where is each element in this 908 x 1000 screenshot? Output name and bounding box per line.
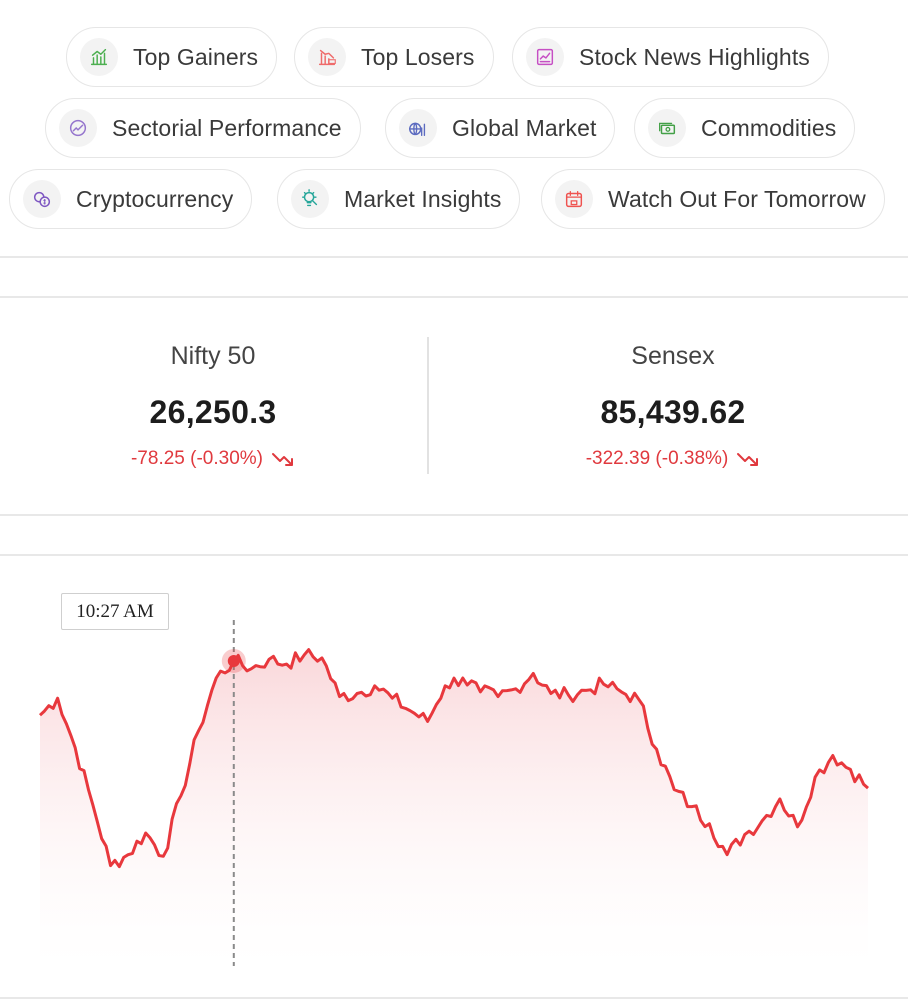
money-stack-icon xyxy=(648,109,686,147)
divider xyxy=(0,514,908,516)
chip-label: Top Losers xyxy=(361,43,475,70)
trend-down-icon xyxy=(737,453,759,466)
chip-label: Commodities xyxy=(701,114,837,141)
index-card-nifty[interactable]: Nifty 50 26,250.3 -78.25 (-0.30%) xyxy=(0,338,426,470)
chip-label: Stock News Highlights xyxy=(579,43,810,70)
divider xyxy=(0,296,908,298)
chip-label: Sectorial Performance xyxy=(112,114,342,141)
bulb-search-icon xyxy=(291,180,329,218)
tooltip-time: 10:27 AM xyxy=(76,600,154,622)
sector-gauge-icon xyxy=(59,109,97,147)
divider xyxy=(0,256,908,258)
index-change-text: -322.39 (-0.38%) xyxy=(585,448,729,469)
chip-commodities[interactable]: Commodities xyxy=(634,98,856,158)
index-change: -78.25 (-0.30%) xyxy=(131,448,295,470)
chip-insights[interactable]: Market Insights xyxy=(277,169,521,229)
chip-top-losers[interactable]: Top Losers xyxy=(294,27,494,87)
chip-global-market[interactable]: Global Market xyxy=(385,98,616,158)
chip-stock-news[interactable]: Stock News Highlights xyxy=(512,27,829,87)
chip-watch-out[interactable]: Watch Out For Tomorrow xyxy=(541,169,885,229)
index-value: 26,250.3 xyxy=(149,394,277,430)
chart-area-fill xyxy=(40,649,868,966)
intraday-chart[interactable] xyxy=(0,556,908,976)
newspaper-icon xyxy=(526,38,564,76)
index-value: 85,439.62 xyxy=(600,394,746,430)
index-name: Nifty 50 xyxy=(170,342,256,370)
chip-label: Watch Out For Tomorrow xyxy=(608,185,866,212)
calendar-icon xyxy=(555,180,593,218)
chart-tooltip: 10:27 AM xyxy=(61,593,169,630)
index-change-text: -78.25 (-0.30%) xyxy=(130,448,263,469)
chip-label: Market Insights xyxy=(344,185,502,212)
chart-point-marker[interactable] xyxy=(227,654,240,667)
loss-chart-icon xyxy=(308,38,346,76)
index-separator xyxy=(427,337,429,474)
chart-series-line xyxy=(38,648,869,869)
chip-label: Cryptocurrency xyxy=(76,185,234,212)
chip-top-gainers[interactable]: Top Gainers xyxy=(66,27,278,87)
chip-crypto[interactable]: Cryptocurrency xyxy=(9,169,253,229)
index-change: -322.39 (-0.38%) xyxy=(586,448,761,470)
chart-canvas[interactable] xyxy=(0,556,908,976)
index-name: Sensex xyxy=(631,342,715,370)
index-card-sensex[interactable]: Sensex 85,439.62 -322.39 (-0.38%) xyxy=(460,338,886,470)
divider xyxy=(0,554,908,556)
divider xyxy=(0,997,908,999)
chip-label: Global Market xyxy=(452,114,597,141)
chip-sectorial[interactable]: Sectorial Performance xyxy=(45,98,361,158)
chip-label: Top Gainers xyxy=(133,43,259,70)
trend-down-icon xyxy=(272,453,293,466)
chart-up-icon xyxy=(80,38,118,76)
coins-icon xyxy=(23,180,61,218)
globe-chart-icon xyxy=(399,109,437,147)
